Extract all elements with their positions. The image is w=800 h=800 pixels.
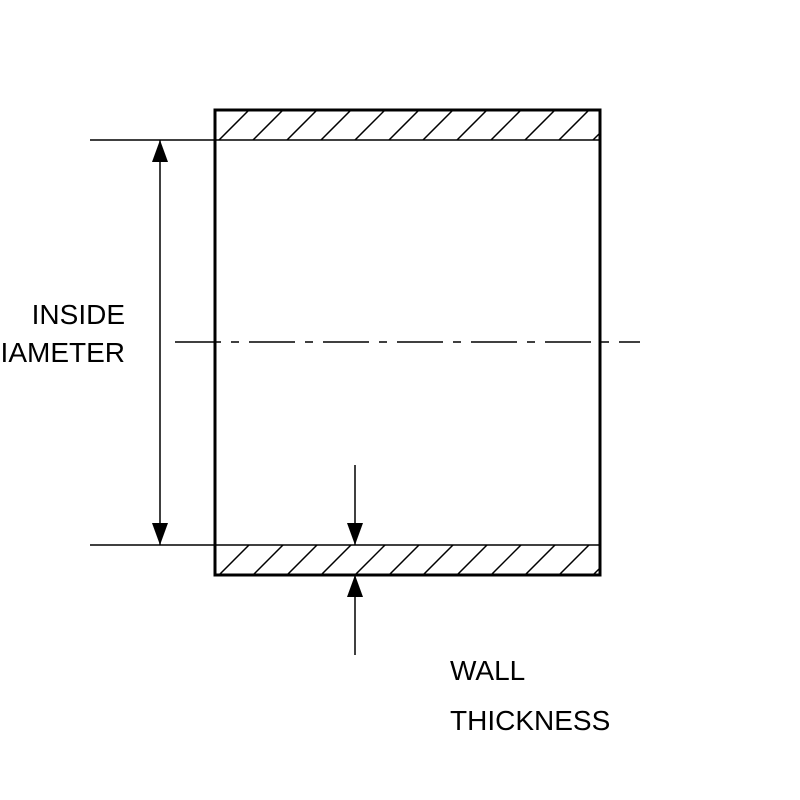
tube-cross-section-diagram: INSIDE DIAMETER WALL THICKNESS: [0, 0, 800, 800]
label-diameter: DIAMETER: [0, 337, 125, 368]
hatch-group: [151, 110, 657, 140]
hatch-group: [151, 545, 657, 575]
arrowhead-up: [347, 575, 363, 597]
label-wall: WALL: [450, 655, 525, 686]
arrowhead-down: [347, 523, 363, 545]
arrowhead-up: [152, 140, 168, 162]
label-thickness: THICKNESS: [450, 705, 610, 736]
arrowhead-down: [152, 523, 168, 545]
label-inside: INSIDE: [32, 299, 125, 330]
